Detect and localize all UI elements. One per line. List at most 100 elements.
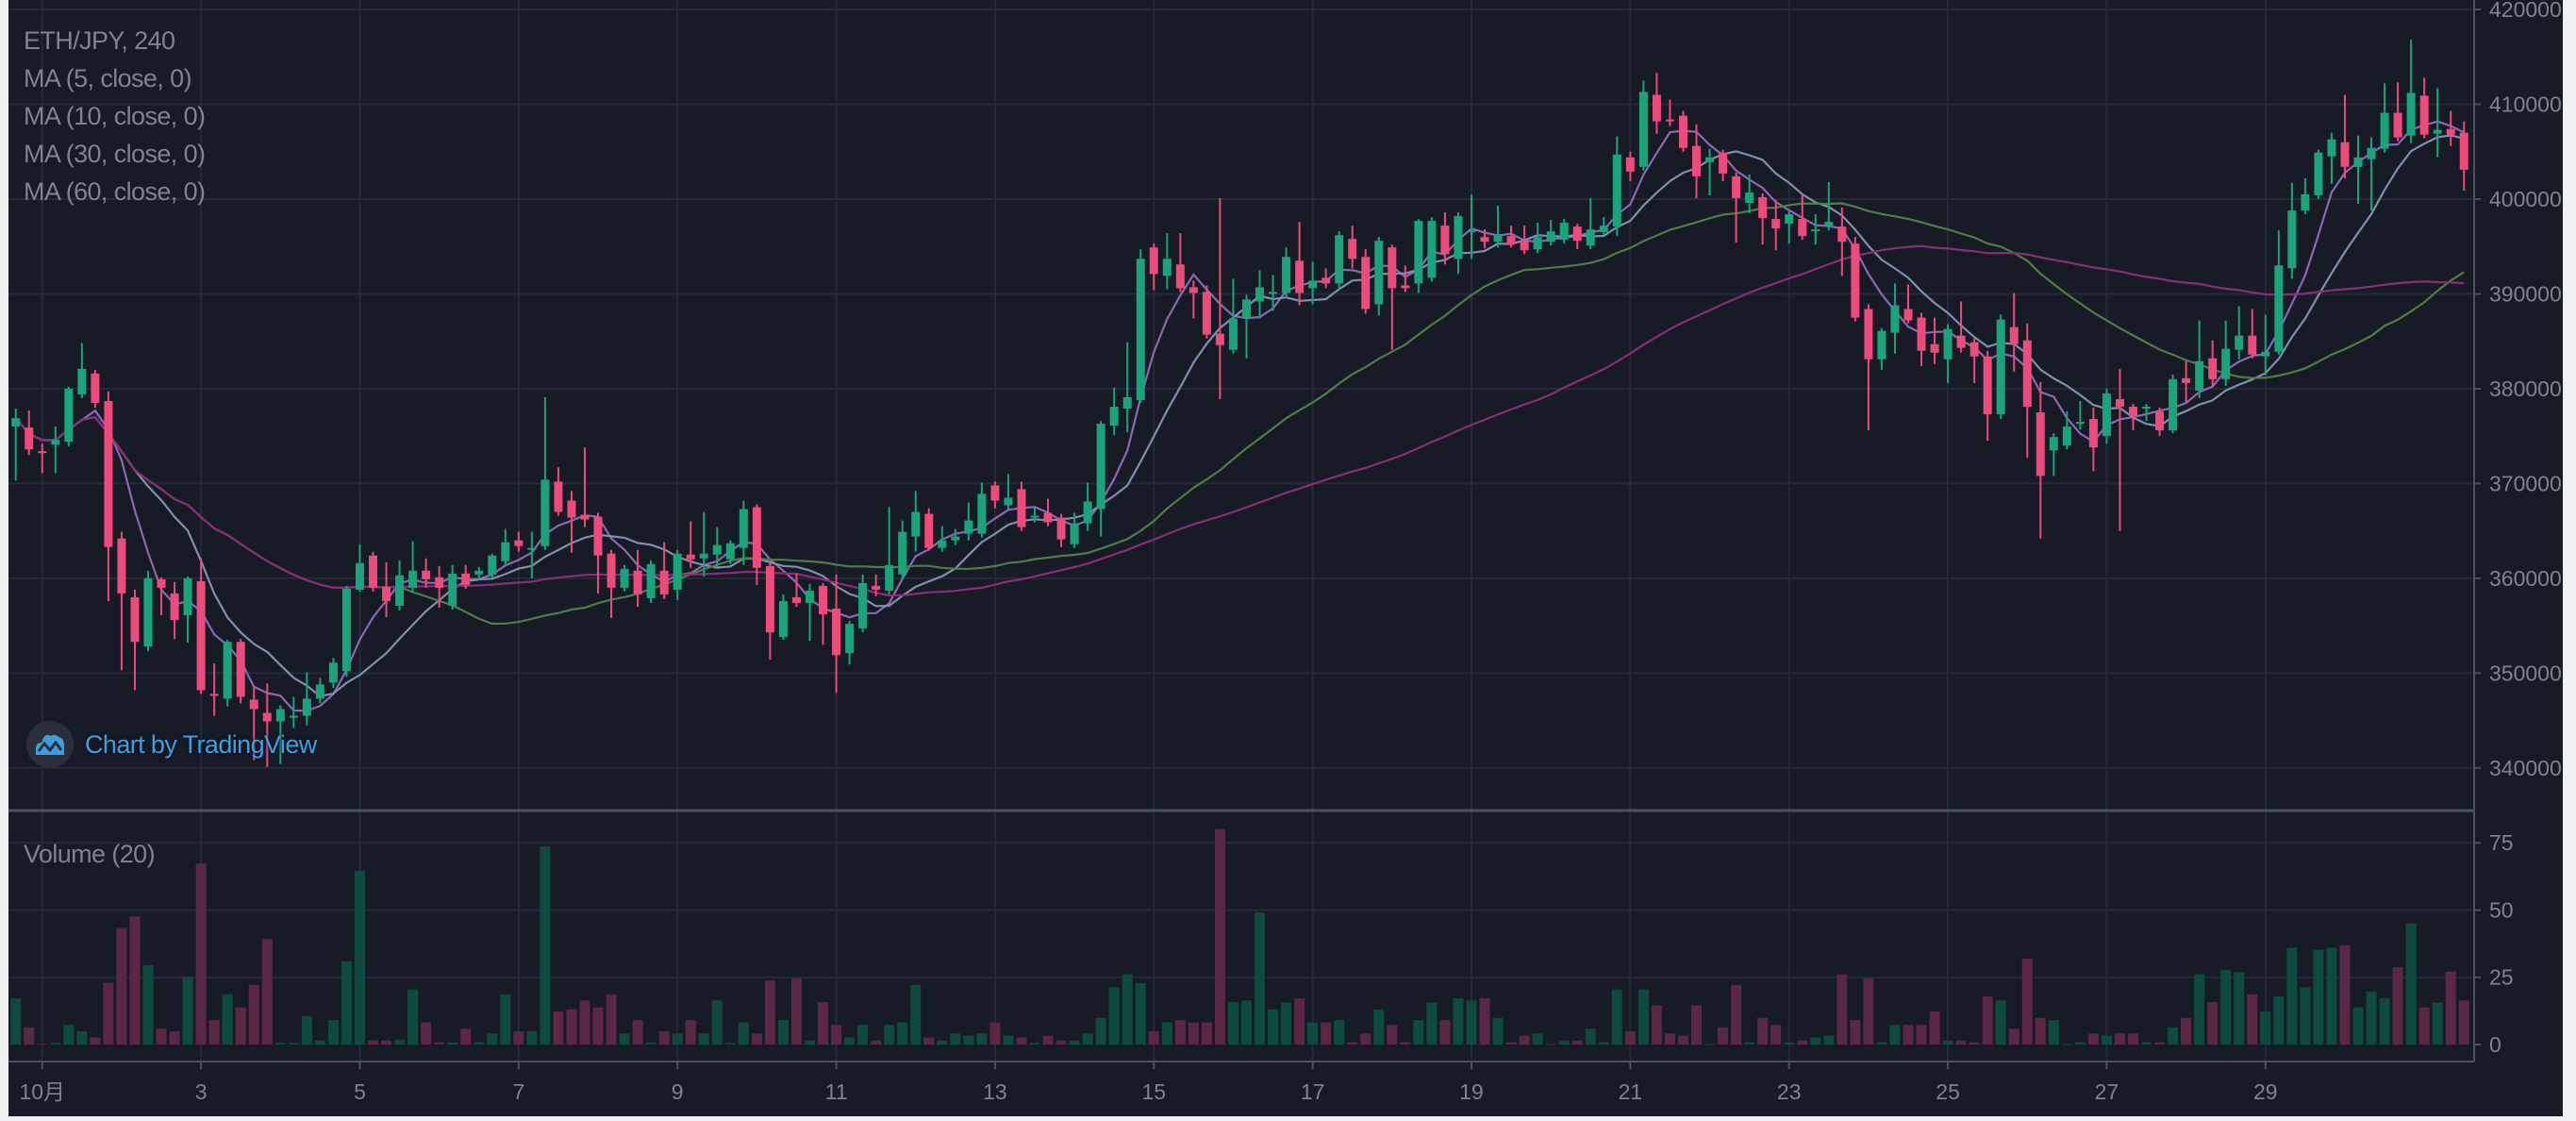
- candle-down: [514, 540, 524, 546]
- candle-up: [527, 547, 537, 550]
- candle-up: [858, 582, 868, 629]
- candle-down: [2340, 142, 2350, 167]
- ma30-label[interactable]: MA (30, close, 0): [24, 140, 206, 168]
- volume-bar: [1400, 1042, 1411, 1045]
- ma30-line: [14, 202, 2465, 626]
- candle-up: [2235, 335, 2244, 350]
- volume-bar: [1387, 1025, 1398, 1045]
- volume-bar: [606, 994, 617, 1045]
- candle-up: [1308, 280, 1318, 289]
- volume-bar: [394, 1039, 406, 1045]
- volume-bar: [1122, 974, 1133, 1045]
- candle-down: [1520, 241, 1529, 251]
- candle-up: [2169, 378, 2178, 431]
- candle-up: [1282, 257, 1291, 293]
- candle-up: [474, 570, 484, 575]
- candle-down: [2129, 407, 2137, 417]
- volume-bar: [474, 1042, 485, 1045]
- tradingview-watermark[interactable]: Chart by TradingView: [26, 721, 317, 768]
- volume-bar: [2168, 1027, 2179, 1045]
- candle-up: [395, 575, 405, 606]
- candle-down: [382, 586, 391, 601]
- volume-bar: [1439, 1020, 1451, 1045]
- grid-lines: [8, 0, 2474, 1062]
- candle-down: [2419, 95, 2429, 135]
- volume-bar: [1188, 1022, 1199, 1045]
- volume-axis-label: 0: [2489, 1032, 2501, 1057]
- volume-bar: [381, 1040, 392, 1045]
- candle-up: [1109, 407, 1119, 427]
- volume-bar: [1042, 1035, 1054, 1045]
- candle-down: [1798, 219, 1807, 237]
- candle-down: [2208, 358, 2218, 379]
- candle-up: [2142, 407, 2152, 410]
- candle-up: [328, 662, 338, 683]
- candle-up: [1030, 515, 1039, 518]
- volume-bar: [2207, 1001, 2219, 1045]
- volume-bar: [1268, 1009, 1279, 1045]
- volume-axis-label: 50: [2489, 897, 2514, 922]
- candle-down: [196, 580, 206, 691]
- candle-down: [1572, 226, 1582, 242]
- volume-axis-label: 75: [2489, 830, 2514, 855]
- candle-down: [1348, 239, 1357, 259]
- volume-bar: [1836, 974, 1848, 1045]
- ma5-label[interactable]: MA (5, close, 0): [24, 64, 192, 92]
- candle-up: [620, 568, 629, 588]
- volume-bar: [844, 1037, 856, 1045]
- candle-down: [1903, 309, 1913, 321]
- volume-bar: [989, 1022, 1001, 1045]
- ma60-label[interactable]: MA (60, close, 0): [24, 177, 206, 206]
- volume-bar: [1214, 828, 1225, 1045]
- ma5-line: [14, 120, 2465, 712]
- volume-bar: [1585, 1029, 1596, 1045]
- volume-bar: [976, 1033, 988, 1045]
- symbol-label[interactable]: ETH/JPY, 240: [24, 26, 175, 55]
- volume-bar: [1240, 1000, 1252, 1045]
- time-axis-label: 7: [512, 1079, 524, 1104]
- candle-down: [117, 538, 126, 594]
- candle-down: [2155, 411, 2165, 431]
- volume-bar: [2366, 991, 2377, 1045]
- candle-up: [501, 542, 510, 561]
- candle-down: [2022, 340, 2032, 408]
- volume-bar: [1929, 1011, 1940, 1045]
- volume-bar: [314, 1040, 325, 1045]
- candle-up: [2433, 129, 2442, 134]
- candle-up: [2274, 265, 2284, 352]
- candle-up: [2102, 393, 2111, 437]
- volume-bar: [2087, 1033, 2099, 1045]
- candle-up: [183, 577, 192, 616]
- time-axis-label: 11: [825, 1079, 848, 1104]
- volume-bar: [805, 1040, 815, 1045]
- candle-up: [1374, 241, 1384, 305]
- candle-down: [262, 712, 272, 722]
- volume-bar: [2418, 1007, 2430, 1045]
- volume-bar: [1942, 1040, 1953, 1045]
- volume-indicator-label[interactable]: Volume (20): [24, 840, 156, 868]
- price-axis-label: 420000: [2489, 0, 2562, 22]
- volume-bar: [1108, 987, 1120, 1045]
- volume-bar: [2128, 1033, 2138, 1045]
- time-axis-label: 29: [2253, 1079, 2278, 1104]
- candle-down: [1956, 335, 1966, 348]
- volume-bar: [1558, 1040, 1570, 1045]
- candle-up: [1162, 259, 1172, 276]
- candle-down: [1401, 285, 1410, 289]
- candle-down: [25, 427, 34, 450]
- volume-bar: [1718, 1027, 1729, 1045]
- volume-bar: [910, 984, 922, 1045]
- ma10-label[interactable]: MA (10, close, 0): [24, 102, 206, 130]
- moving-average-lines: [14, 120, 2465, 712]
- time-axis-label: 17: [1301, 1079, 1325, 1104]
- candle-up: [2221, 348, 2231, 379]
- volume-bar: [261, 939, 273, 1045]
- candle-up: [1612, 154, 1621, 227]
- candle-down: [2459, 132, 2468, 170]
- volume-bar: [1321, 1022, 1332, 1045]
- volume-bar: [1704, 1044, 1716, 1046]
- candle-up: [1004, 497, 1013, 506]
- candle-up: [977, 494, 987, 534]
- candle-up: [951, 536, 960, 541]
